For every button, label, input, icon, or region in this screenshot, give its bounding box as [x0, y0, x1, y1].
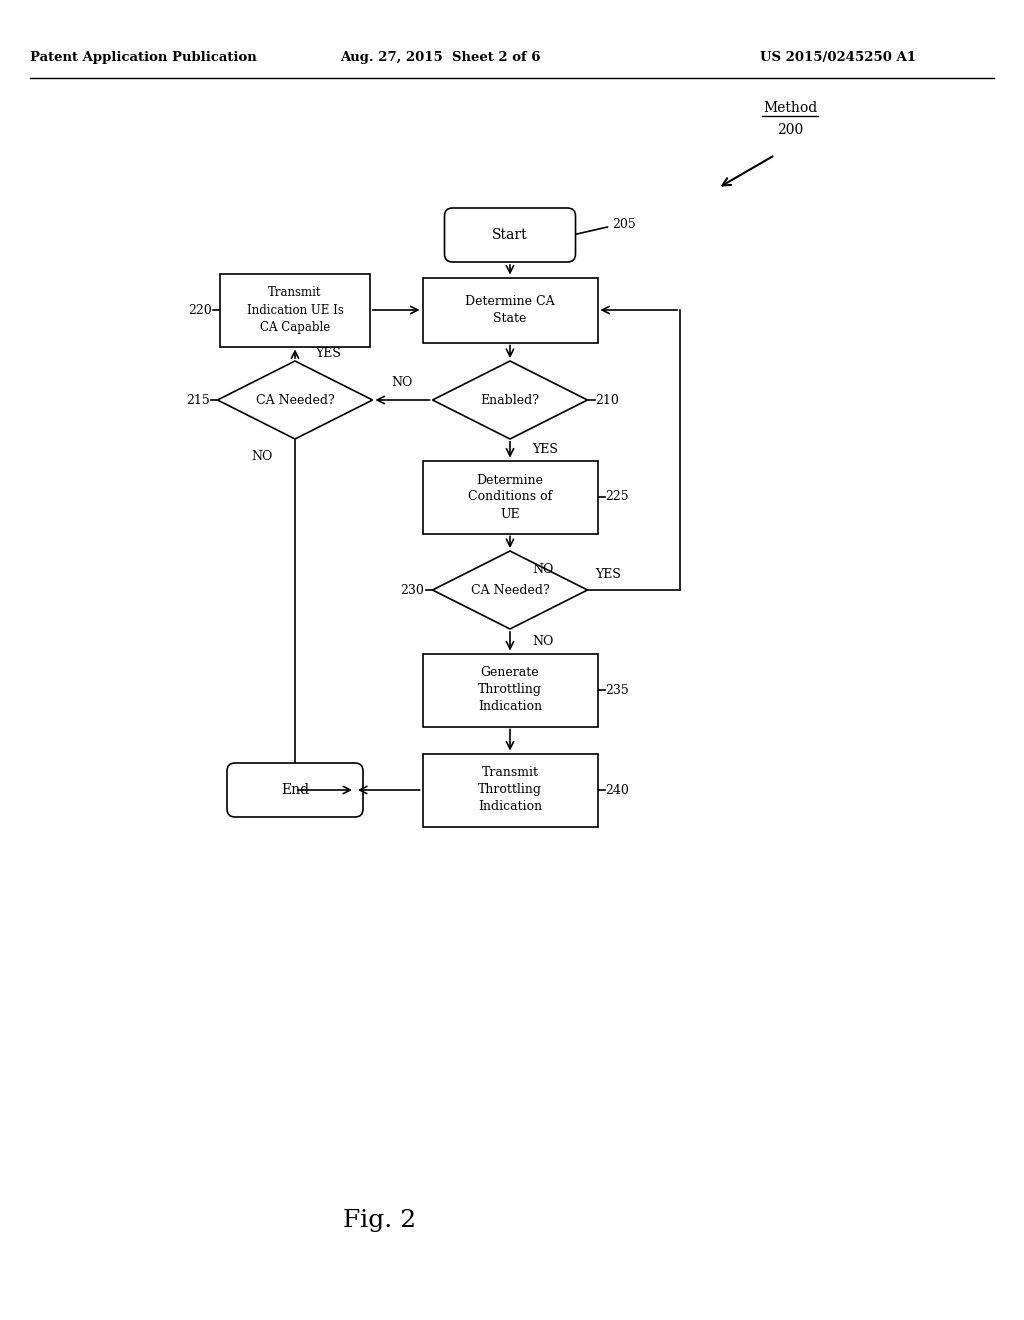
Text: 205: 205: [612, 219, 636, 231]
Text: Method: Method: [763, 102, 817, 115]
FancyBboxPatch shape: [423, 461, 597, 533]
Text: 225: 225: [605, 491, 629, 503]
Text: Enabled?: Enabled?: [480, 393, 540, 407]
FancyBboxPatch shape: [220, 273, 370, 346]
Text: 215: 215: [185, 393, 210, 407]
Text: Start: Start: [493, 228, 527, 242]
Text: End: End: [281, 783, 309, 797]
Text: NO: NO: [532, 564, 553, 576]
FancyBboxPatch shape: [423, 277, 597, 342]
Text: Determine CA
State: Determine CA State: [465, 294, 555, 325]
Text: CA Needed?: CA Needed?: [256, 393, 335, 407]
Text: 200: 200: [777, 123, 803, 137]
Text: Patent Application Publication: Patent Application Publication: [30, 50, 257, 63]
Text: US 2015/0245250 A1: US 2015/0245250 A1: [760, 50, 916, 63]
Text: YES: YES: [596, 569, 622, 582]
Text: 230: 230: [400, 583, 425, 597]
Text: Aug. 27, 2015  Sheet 2 of 6: Aug. 27, 2015 Sheet 2 of 6: [340, 50, 541, 63]
Polygon shape: [432, 360, 588, 440]
Text: 235: 235: [605, 684, 630, 697]
Text: 220: 220: [188, 304, 212, 317]
Text: NO: NO: [252, 450, 273, 463]
Text: Determine
Conditions of
UE: Determine Conditions of UE: [468, 474, 552, 520]
FancyBboxPatch shape: [423, 754, 597, 826]
Text: Transmit
Indication UE Is
CA Capable: Transmit Indication UE Is CA Capable: [247, 286, 343, 334]
FancyBboxPatch shape: [444, 209, 575, 261]
Text: NO: NO: [532, 635, 553, 648]
Polygon shape: [432, 550, 588, 630]
Text: Transmit
Throttling
Indication: Transmit Throttling Indication: [478, 767, 542, 813]
FancyBboxPatch shape: [227, 763, 362, 817]
Text: 210: 210: [596, 393, 620, 407]
Polygon shape: [217, 360, 373, 440]
Text: Fig. 2: Fig. 2: [343, 1209, 417, 1232]
Text: NO: NO: [392, 375, 414, 388]
Text: Generate
Throttling
Indication: Generate Throttling Indication: [478, 667, 542, 714]
FancyBboxPatch shape: [423, 653, 597, 726]
Text: YES: YES: [315, 347, 341, 360]
Text: YES: YES: [532, 444, 558, 457]
Text: CA Needed?: CA Needed?: [471, 583, 549, 597]
Text: 240: 240: [605, 784, 630, 796]
